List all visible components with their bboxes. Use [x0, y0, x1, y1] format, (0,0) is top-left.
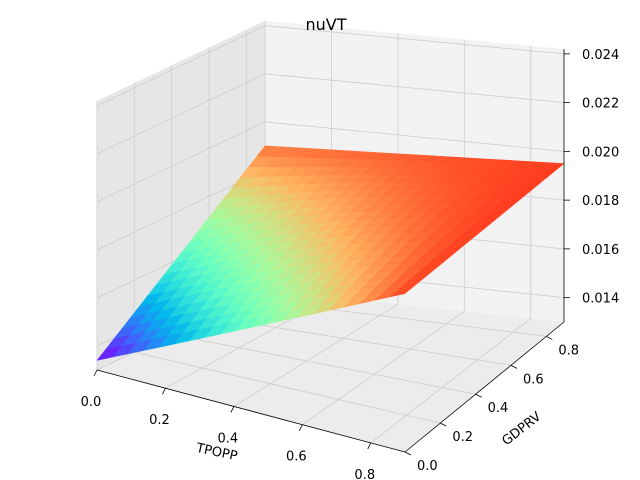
y-tick-label: 0.0 [417, 459, 438, 474]
axis-lines [96, 49, 565, 453]
y-tick-mark [546, 336, 553, 340]
x-grid-line [233, 33, 399, 407]
x-axis-line [96, 369, 406, 453]
z-tick-label: 0.022 [582, 97, 619, 112]
y-tick-label: 0.8 [558, 343, 579, 358]
z-grid-line [96, 121, 565, 203]
y-tick-mark [475, 393, 482, 398]
x-tick-mark [93, 369, 98, 377]
y-tick-label: 0.6 [523, 372, 544, 387]
y-tick-mark [510, 364, 518, 369]
z-tick-label: 0.018 [582, 194, 619, 209]
y-tick-mark [404, 451, 412, 456]
x-grid-line [302, 39, 465, 426]
chart-title: nuVT [306, 15, 347, 34]
x-tick-mark [162, 388, 166, 395]
z-tick-label: 0.014 [582, 292, 619, 307]
y-tick-mark [440, 422, 447, 427]
x-grid-line [370, 45, 532, 444]
z-tick-label: 0.024 [582, 48, 619, 63]
y-axis-line [404, 321, 565, 453]
x-tick-mark [230, 406, 235, 413]
surface-patch [96, 345, 122, 361]
y-tick-label: 0.4 [488, 401, 509, 416]
tick-labels: 0.0 0.2 0.4 0.6 0.8 0.0 0.2 0.4 0.6 0.8 0.014 0.016… [81, 48, 620, 480]
x-tick-label: 0.8 [354, 468, 375, 480]
x-tick-label: 0.2 [149, 413, 170, 428]
x-tick-label: 0.4 [218, 431, 239, 446]
z-grid-line [96, 73, 565, 155]
surface-plot [96, 145, 565, 361]
x-tick-label: 0.6 [286, 450, 307, 465]
x-tick-mark [367, 442, 372, 450]
y-tick-label: 0.2 [452, 430, 473, 445]
z-grid-line [96, 25, 565, 107]
x-tick-mark [298, 424, 303, 431]
z-tick-label: 0.016 [582, 243, 619, 258]
z-tick-label: 0.020 [582, 145, 619, 160]
x-tick-label: 0.0 [81, 395, 102, 410]
